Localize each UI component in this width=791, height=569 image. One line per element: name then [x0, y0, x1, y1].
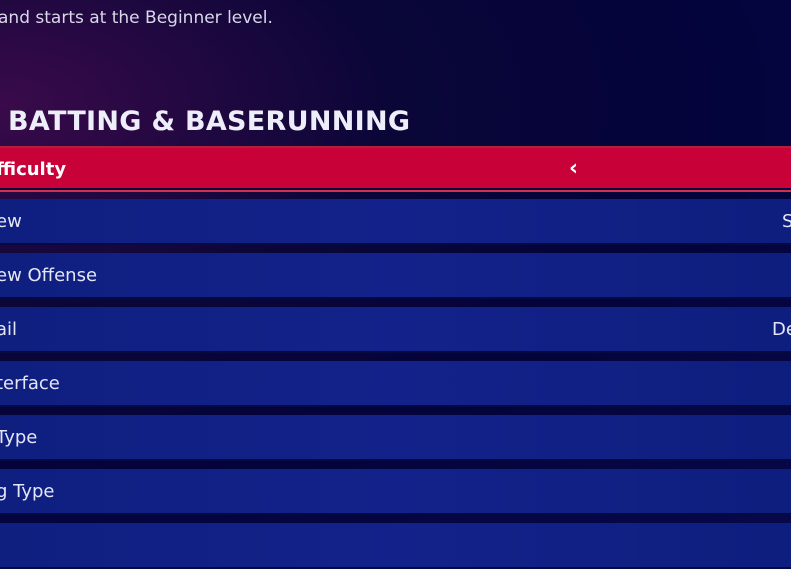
settings-row[interactable]: g Type	[0, 469, 791, 515]
settings-row[interactable]: ew S	[0, 199, 791, 245]
row-value: De	[772, 319, 791, 340]
setting-description: and starts at the Beginner level.	[0, 8, 273, 28]
row-label: terface	[0, 373, 60, 394]
row-label: g Type	[0, 481, 55, 502]
row-label: ail	[0, 319, 18, 340]
row-label: ew Offense	[0, 265, 98, 286]
settings-row-difficulty[interactable]: fficulty ‹	[0, 146, 791, 192]
row-label: ew	[0, 211, 22, 232]
settings-row[interactable]: ail De	[0, 307, 791, 353]
row-label: fficulty	[0, 159, 67, 180]
row-value: S	[782, 211, 791, 232]
settings-row[interactable]	[0, 523, 791, 569]
settings-row[interactable]: terface	[0, 361, 791, 407]
chevron-left-icon[interactable]: ‹	[569, 156, 579, 181]
settings-row[interactable]: Type	[0, 415, 791, 461]
row-label: Type	[0, 427, 38, 448]
settings-row[interactable]: ew Offense	[0, 253, 791, 299]
section-title: BATTING & BASERUNNING	[8, 106, 411, 137]
